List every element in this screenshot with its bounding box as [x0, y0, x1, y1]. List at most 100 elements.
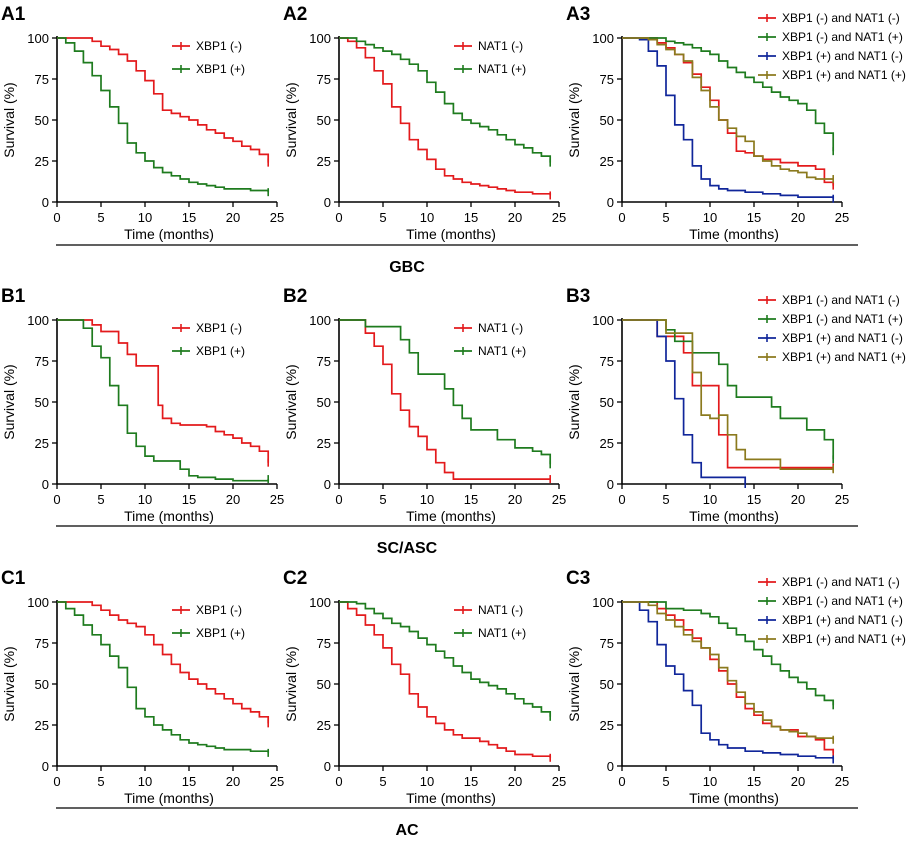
- survival-curve-a1-1: [57, 37, 270, 163]
- x-tick-label: 0: [335, 210, 342, 225]
- survival-curve-c2-2: [339, 601, 552, 717]
- panel-b2: B2 0 5 10 15 20 25 0 25 50 75 100 Time (months) Survi…: [283, 286, 566, 524]
- y-tick-label: 0: [42, 195, 49, 210]
- y-tick-label: 0: [324, 195, 331, 210]
- legend-label: NAT1 (-): [478, 603, 523, 617]
- y-axis-title: Survival (%): [283, 82, 299, 157]
- x-tick-label: 20: [791, 774, 805, 789]
- legend-label: XBP1 (-) and NAT1 (-): [782, 293, 900, 307]
- x-tick-label: 0: [53, 492, 60, 507]
- survival-curve-c1-2: [57, 601, 270, 753]
- survival-curve-b1-2: [57, 319, 270, 482]
- x-tick-label: 5: [379, 492, 386, 507]
- x-tick-label: 25: [835, 774, 849, 789]
- y-axis-title: Survival (%): [566, 82, 582, 157]
- panel-label-c1: C1: [1, 568, 26, 589]
- y-tick-label: 75: [317, 636, 331, 651]
- legend-label: XBP1 (+) and NAT1 (-): [782, 613, 903, 627]
- y-tick-label: 50: [317, 677, 331, 692]
- x-tick-label: 15: [747, 210, 761, 225]
- survival-curve-c2-1: [339, 601, 552, 758]
- survival-curve-b2-1: [339, 319, 551, 480]
- survival-curve-b3-4: [622, 319, 834, 471]
- legend-label: NAT1 (+): [478, 344, 526, 358]
- x-tick-label: 20: [226, 492, 240, 507]
- legend-label: XBP1 (-): [196, 321, 242, 335]
- x-tick-label: 5: [662, 774, 669, 789]
- panel-a3: A3 0 5 10 15 20 25 0 25 50 75 100 Time (months) Survi…: [566, 4, 906, 242]
- legend-label: NAT1 (-): [478, 321, 523, 335]
- x-tick-label: 0: [618, 774, 625, 789]
- survival-curve-b1-1: [57, 319, 270, 463]
- survival-curve-a2-2: [339, 37, 552, 163]
- x-tick-label: 20: [508, 210, 522, 225]
- panel-label-c3: C3: [566, 568, 590, 589]
- panel-b1: B1 0 5 10 15 20 25 0 25 50 75 100 Time (months) Survi…: [1, 286, 284, 524]
- survival-curve-b2-2: [339, 319, 552, 465]
- y-tick-label: 75: [35, 72, 49, 87]
- x-axis-title: Time (months): [406, 226, 496, 242]
- y-tick-label: 75: [317, 72, 331, 87]
- y-tick-label: 50: [600, 395, 614, 410]
- y-axis-title: Survival (%): [1, 82, 17, 157]
- x-tick-label: 25: [270, 210, 284, 225]
- y-axis-title: Survival (%): [1, 364, 17, 439]
- x-tick-label: 15: [182, 774, 196, 789]
- survival-curve-c1-1: [57, 601, 270, 724]
- x-tick-label: 15: [464, 492, 478, 507]
- x-axis-title: Time (months): [689, 508, 779, 524]
- y-tick-label: 100: [592, 31, 614, 46]
- y-tick-label: 0: [42, 477, 49, 492]
- y-axis-title: Survival (%): [566, 364, 582, 439]
- legend-label: XBP1 (+) and NAT1 (+): [782, 632, 906, 646]
- y-tick-label: 50: [35, 395, 49, 410]
- panel-label-b2: B2: [283, 286, 307, 307]
- x-tick-label: 0: [335, 774, 342, 789]
- panel-b3: B3 0 5 10 15 20 25 0 25 50 75 100 Time (months) Survi…: [566, 286, 906, 524]
- x-tick-label: 5: [97, 492, 104, 507]
- y-tick-label: 75: [35, 354, 49, 369]
- x-tick-label: 10: [703, 774, 717, 789]
- y-tick-label: 100: [592, 313, 614, 328]
- y-tick-label: 0: [607, 195, 614, 210]
- x-tick-label: 15: [182, 210, 196, 225]
- y-tick-label: 100: [592, 595, 614, 610]
- x-tick-label: 15: [747, 492, 761, 507]
- legend-label: XBP1 (-) and NAT1 (+): [782, 312, 903, 326]
- y-tick-label: 75: [35, 636, 49, 651]
- legend-label: XBP1 (-) and NAT1 (-): [782, 11, 900, 25]
- y-tick-label: 25: [317, 436, 331, 451]
- y-axis-title: Survival (%): [1, 646, 17, 721]
- survival-curve-a2-1: [339, 37, 552, 196]
- panel-label-b3: B3: [566, 286, 590, 307]
- panel-c1: C1 0 5 10 15 20 25 0 25 50 75 100 Time (months) Survi…: [1, 568, 284, 806]
- survival-curve-c3-4: [622, 601, 835, 740]
- panel-label-c2: C2: [283, 568, 307, 589]
- x-tick-label: 25: [270, 774, 284, 789]
- x-tick-label: 25: [552, 774, 566, 789]
- legend-label: XBP1 (-) and NAT1 (+): [782, 594, 903, 608]
- survival-curve-a3-2: [622, 37, 835, 152]
- y-tick-label: 25: [35, 154, 49, 169]
- group-label-gbc: GBC: [389, 259, 425, 276]
- y-tick-label: 75: [600, 354, 614, 369]
- legend-label: XBP1 (-) and NAT1 (+): [782, 30, 903, 44]
- survival-curve-c3-2: [622, 601, 835, 706]
- x-axis-title: Time (months): [124, 226, 214, 242]
- y-tick-label: 50: [317, 395, 331, 410]
- legend-label: XBP1 (+) and NAT1 (+): [782, 350, 906, 364]
- x-axis-title: Time (months): [124, 790, 214, 806]
- legend-label: NAT1 (-): [478, 39, 523, 53]
- x-tick-label: 15: [464, 774, 478, 789]
- survival-curve-b3-2: [622, 319, 835, 460]
- x-tick-label: 10: [138, 774, 152, 789]
- y-tick-label: 25: [600, 436, 614, 451]
- x-tick-label: 10: [420, 774, 434, 789]
- y-tick-label: 25: [35, 718, 49, 733]
- y-tick-label: 50: [35, 113, 49, 128]
- x-tick-label: 10: [420, 492, 434, 507]
- x-tick-label: 25: [552, 492, 566, 507]
- panel-c3: C3 0 5 10 15 20 25 0 25 50 75 100 Time (months) Survi…: [566, 568, 906, 806]
- x-tick-label: 0: [618, 210, 625, 225]
